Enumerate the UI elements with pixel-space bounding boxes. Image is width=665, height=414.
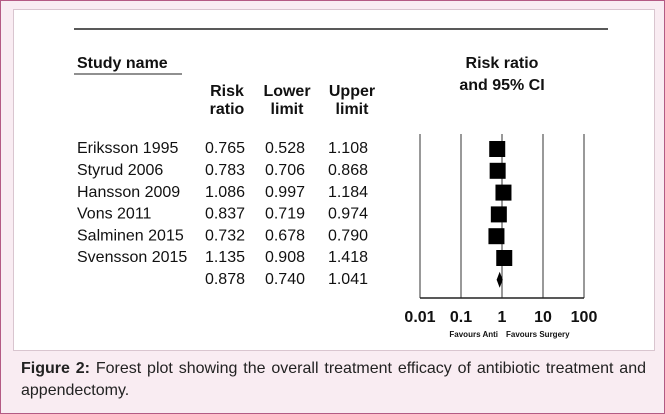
favours-left: Favours Anti	[449, 330, 498, 339]
header-upper: Upper	[329, 83, 375, 100]
ratio-label: 0.783	[205, 162, 245, 179]
favours-right: Favours Surgery	[506, 330, 570, 339]
upper-label: 1.184	[328, 184, 368, 201]
x-tick-label: 100	[571, 309, 598, 326]
point-estimate	[488, 228, 505, 245]
point-estimate	[489, 162, 506, 179]
lower-label: 0.719	[265, 206, 305, 223]
ratio-label: 0.878	[205, 271, 245, 288]
point-estimate	[495, 184, 512, 201]
header-plot: Risk ratio	[466, 55, 539, 72]
lower-label: 0.706	[265, 162, 305, 179]
summary-diamond	[496, 271, 503, 288]
upper-label: 0.974	[328, 206, 368, 223]
header-ratio: Risk	[210, 83, 244, 100]
chart: Study nameRiskratioLowerlimitUpperlimitR…	[74, 28, 608, 339]
upper-label: 1.041	[328, 271, 368, 288]
ratio-label: 1.135	[205, 249, 245, 266]
x-tick-label: 10	[534, 309, 552, 326]
upper-label: 1.418	[328, 249, 368, 266]
header-lower: limit	[271, 101, 305, 118]
upper-label: 0.868	[328, 162, 368, 179]
point-estimate	[490, 206, 507, 223]
ratio-label: 0.837	[205, 206, 245, 223]
caption: Figure 2: Forest plot showing the overal…	[21, 358, 646, 402]
header-upper: limit	[336, 101, 370, 118]
ratio-label: 0.732	[205, 227, 245, 244]
x-tick-label: 0.01	[404, 309, 435, 326]
header-ratio: ratio	[210, 101, 245, 118]
upper-label: 0.790	[328, 227, 368, 244]
upper-label: 1.108	[328, 140, 368, 157]
study-name: Vons 2011	[77, 206, 152, 223]
lower-label: 0.997	[265, 184, 305, 201]
header-plot: and 95% CI	[459, 77, 544, 94]
study-name: Hansson 2009	[77, 184, 180, 201]
point-estimate	[496, 250, 513, 266]
study-name: Salminen 2015	[77, 227, 184, 244]
study-name: Eriksson 1995	[77, 140, 178, 157]
caption-text: Forest plot showing the overall treatmen…	[21, 360, 646, 399]
lower-label: 0.908	[265, 249, 305, 266]
x-tick-label: 0.1	[450, 309, 472, 326]
figure: Study name Risk ratio Lower limit Upper limit R…	[13, 9, 655, 351]
study-name: Styrud 2006	[77, 162, 163, 179]
point-estimate	[489, 141, 506, 157]
ratio-label: 1.086	[205, 184, 245, 201]
lower-label: 0.740	[265, 271, 305, 288]
ratio-label: 0.765	[205, 140, 245, 157]
caption-label: Figure 2:	[21, 360, 90, 377]
header-study: Study name	[77, 55, 168, 72]
lower-label: 0.528	[265, 140, 305, 157]
study-name: Svensson 2015	[77, 249, 187, 266]
header-lower: Lower	[263, 83, 310, 100]
x-tick-label: 1	[498, 309, 507, 326]
lower-label: 0.678	[265, 227, 305, 244]
